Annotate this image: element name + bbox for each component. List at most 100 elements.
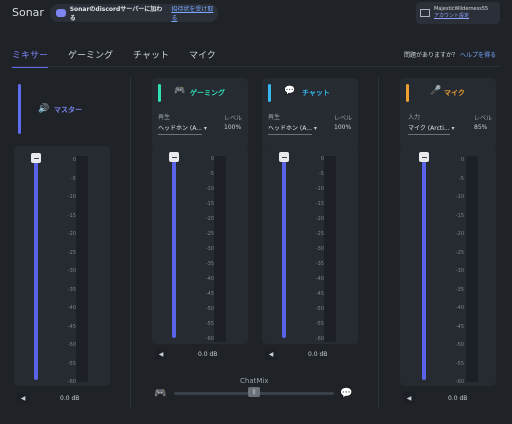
tick-label: -25 bbox=[67, 249, 76, 256]
master-slider-panel: 0 -5 -10 -15 -20 -25 -30 -35 -40 -45 -50 -55 -60 bbox=[14, 146, 110, 386]
tick-label: -50 bbox=[205, 306, 214, 312]
tick-label: -45 bbox=[455, 323, 464, 330]
tick-label: -10 bbox=[455, 194, 464, 200]
tick-label: -10 bbox=[315, 186, 324, 192]
master-mute-button[interactable]: ◀ bbox=[17, 392, 29, 404]
help-link[interactable]: ヘルプを得る bbox=[459, 52, 496, 59]
discord-banner[interactable]: Sonarのdiscordサーバーに加わる 招待状を受け取る bbox=[50, 4, 218, 22]
mic-mute-button[interactable]: ◀ bbox=[403, 392, 415, 404]
chat-mute-button[interactable]: ◀ bbox=[265, 348, 277, 360]
mic-level-meter bbox=[466, 156, 478, 382]
chat-label: チャット bbox=[302, 89, 330, 97]
tick-label: -20 bbox=[455, 231, 464, 237]
mic-device-caption: 入力 bbox=[408, 114, 421, 121]
chevron-down-icon: ▾ bbox=[203, 125, 207, 132]
microphone-icon: 🎤 bbox=[430, 86, 442, 96]
chatmix-slider-knob[interactable]: || bbox=[248, 387, 260, 397]
mic-label: マイク bbox=[444, 89, 465, 97]
master-header: 🔊 マスター bbox=[14, 80, 110, 136]
tick-label: -50 bbox=[67, 342, 76, 348]
mic-level-value: 85% bbox=[474, 124, 488, 131]
tick-label: -5 bbox=[459, 175, 464, 182]
gaming-level-value: 100% bbox=[224, 124, 242, 131]
tick-label: -30 bbox=[205, 246, 214, 252]
tick-label: 0 bbox=[72, 157, 76, 163]
mic-device-value[interactable]: マイク (Arcti... bbox=[408, 123, 450, 135]
speaker-icon: 🔊 bbox=[38, 104, 50, 114]
chat-level-meter bbox=[324, 156, 336, 342]
tick-label: -15 bbox=[67, 212, 76, 219]
tab-gaming[interactable]: ゲーミング bbox=[68, 51, 114, 61]
tick-label: -35 bbox=[205, 261, 214, 267]
gaming-device-value[interactable]: ヘッドホン (A... bbox=[158, 123, 202, 135]
chevron-down-icon: ▾ bbox=[313, 125, 317, 132]
header: Sonar Sonarのdiscordサーバーに加わる 招待状を受け取る Maj… bbox=[0, 0, 512, 28]
tick-label: 0 bbox=[210, 156, 214, 162]
tick-label: -60 bbox=[67, 379, 76, 385]
gaming-db-value: 0.0 dB bbox=[198, 351, 218, 358]
gaming-accent bbox=[158, 84, 161, 102]
divider bbox=[378, 78, 379, 408]
mic-accent bbox=[406, 84, 409, 102]
gaming-mute-button[interactable]: ◀ bbox=[155, 348, 167, 360]
tick-label: -55 bbox=[455, 360, 464, 367]
tick-label: -35 bbox=[315, 261, 324, 267]
tab-mixer[interactable]: ミキサー bbox=[12, 48, 49, 68]
tab-mic[interactable]: マイク bbox=[188, 51, 216, 61]
tab-underline bbox=[12, 66, 500, 67]
gamepad-icon: 🎮 bbox=[154, 388, 167, 399]
tick-label: -5 bbox=[71, 175, 76, 182]
tick-label: -50 bbox=[315, 306, 324, 312]
tick-label: -35 bbox=[455, 286, 464, 293]
gaming-header: 🎮 ゲーミング 再生 ヘッドホン (A... ▾ レベル 100% bbox=[152, 78, 248, 148]
chat-level-caption: レベル bbox=[334, 115, 353, 122]
tick-label: -50 bbox=[455, 342, 464, 348]
master-label: マスター bbox=[54, 106, 82, 114]
tick-label: -35 bbox=[67, 286, 76, 293]
chat-device-dropdown[interactable]: 再生 ヘッドホン (A... ▾ bbox=[268, 112, 317, 135]
chat-bubble-icon: 💬 bbox=[284, 86, 296, 96]
gaming-level-caption: レベル bbox=[224, 115, 243, 122]
tick-label: -60 bbox=[315, 336, 324, 342]
account-settings-link[interactable]: アカウント設定 bbox=[434, 13, 470, 19]
gaming-level-meter bbox=[214, 156, 226, 342]
chatmix-label: ChatMix bbox=[240, 377, 269, 385]
tab-chat[interactable]: チャット bbox=[133, 51, 169, 61]
tick-label: -5 bbox=[209, 171, 214, 177]
tick-label: -10 bbox=[205, 186, 214, 192]
tick-label: -30 bbox=[455, 268, 464, 274]
chevron-down-icon: ▾ bbox=[451, 125, 455, 132]
mic-device-dropdown[interactable]: 入力 マイク (Arcti... ▾ bbox=[408, 112, 455, 135]
chat-device-caption: 再生 bbox=[268, 114, 281, 121]
gaming-volume-knob[interactable] bbox=[169, 152, 179, 162]
divider bbox=[130, 78, 131, 408]
mic-header: 🎤 マイク 入力 マイク (Arcti... ▾ レベル 85% bbox=[400, 78, 496, 148]
tick-label: -5 bbox=[319, 171, 324, 177]
mic-volume-knob[interactable] bbox=[419, 152, 429, 162]
mail-icon bbox=[420, 9, 430, 17]
mic-level: レベル 85% bbox=[474, 114, 492, 132]
master-volume-knob[interactable] bbox=[31, 153, 41, 163]
tick-label: -15 bbox=[455, 212, 464, 219]
tick-label: -60 bbox=[455, 379, 464, 385]
user-account-box[interactable]: MajesticWilderness55 アカウント設定 bbox=[416, 2, 500, 24]
discord-invite-link[interactable]: 招待状を受け取る bbox=[171, 6, 214, 22]
master-level-meter bbox=[76, 156, 88, 382]
tick-label: -55 bbox=[67, 360, 76, 367]
chat-device-value[interactable]: ヘッドホン (A... bbox=[268, 123, 312, 135]
gamepad-icon: 🎮 bbox=[174, 86, 186, 96]
chat-volume-knob[interactable] bbox=[279, 152, 289, 162]
gaming-volume-track[interactable] bbox=[172, 158, 176, 338]
tick-label: -45 bbox=[67, 323, 76, 330]
tick-label: -25 bbox=[455, 249, 464, 256]
tab-bar: ミキサー ゲーミング チャット マイク bbox=[12, 48, 236, 68]
tick-label: -20 bbox=[315, 216, 324, 222]
tick-label: -20 bbox=[205, 216, 214, 222]
chat-volume-track[interactable] bbox=[282, 158, 286, 338]
master-volume-track[interactable] bbox=[34, 158, 38, 380]
discord-join-text: Sonarのdiscordサーバーに加わる bbox=[69, 6, 163, 22]
gaming-device-dropdown[interactable]: 再生 ヘッドホン (A... ▾ bbox=[158, 112, 207, 135]
tick-label: -45 bbox=[315, 291, 324, 297]
chat-level: レベル 100% bbox=[334, 114, 352, 132]
mic-volume-track[interactable] bbox=[422, 158, 426, 380]
